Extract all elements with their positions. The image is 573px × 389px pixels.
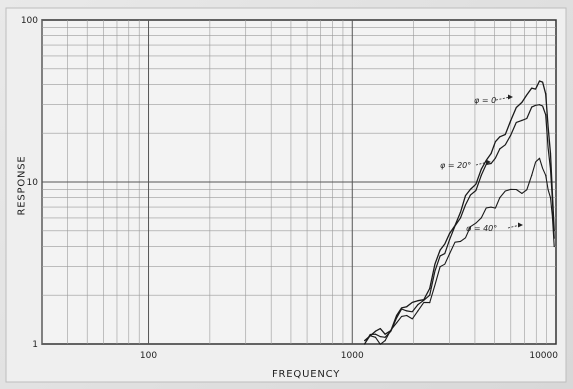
series-point xyxy=(538,80,541,82)
annotation-label: φ = 40° xyxy=(466,224,497,233)
x-tick-label: 10000 xyxy=(529,351,558,361)
series-point xyxy=(499,197,501,199)
series-point xyxy=(545,114,547,116)
series-point xyxy=(406,310,408,312)
series-point xyxy=(490,152,492,155)
series-point xyxy=(510,119,512,121)
annotation-label: φ = 20° xyxy=(440,161,471,170)
series-point xyxy=(396,317,398,319)
series-point xyxy=(549,152,552,155)
series-point xyxy=(480,217,482,219)
series-point xyxy=(429,287,431,290)
x-tick-labels: 100 1000 10000 xyxy=(140,351,558,361)
series-point xyxy=(521,192,523,194)
series-point xyxy=(459,240,462,242)
series-point xyxy=(538,104,541,106)
series-point xyxy=(384,340,386,342)
series-point xyxy=(469,226,471,228)
series-point xyxy=(374,330,377,332)
series-point xyxy=(469,194,471,196)
series-point xyxy=(510,134,512,136)
annotation-arrowhead xyxy=(486,159,491,165)
y-tick-labels: 1 10 100 xyxy=(21,16,38,350)
series-point xyxy=(439,255,441,257)
series-point xyxy=(490,162,492,165)
series-point xyxy=(531,106,533,108)
series-point xyxy=(448,253,451,255)
series-point xyxy=(521,101,523,103)
series-point xyxy=(538,157,541,159)
series-point xyxy=(406,314,408,317)
series-point xyxy=(521,119,523,121)
series-point xyxy=(429,302,431,304)
series-point xyxy=(374,333,377,335)
series-point xyxy=(439,249,441,251)
series-point xyxy=(480,168,482,170)
series-point xyxy=(448,239,451,241)
annotations: φ = 0 φ = 20° φ = 40° xyxy=(440,94,523,233)
series-point xyxy=(510,188,512,190)
x-axis-label: FREQUENCY xyxy=(272,369,341,380)
series-point xyxy=(396,314,398,317)
series-point xyxy=(396,322,398,324)
y-axis-label: RESPONSE xyxy=(16,155,28,216)
series-point xyxy=(406,306,408,308)
series-point xyxy=(364,343,366,345)
series-point xyxy=(417,300,419,302)
y-tick-label: 100 xyxy=(21,16,38,26)
series-point xyxy=(459,217,462,219)
series-point xyxy=(553,245,555,248)
series-lines xyxy=(364,80,555,345)
series-point xyxy=(448,233,451,235)
series-point xyxy=(549,197,552,199)
series-point xyxy=(439,266,441,268)
series-point xyxy=(429,294,431,296)
series-point xyxy=(531,174,533,176)
series-point xyxy=(545,93,547,95)
grid-major xyxy=(42,20,556,344)
series-point xyxy=(417,310,419,312)
x-tick-label: 1000 xyxy=(341,351,364,361)
series-point xyxy=(499,148,501,150)
series-point xyxy=(384,336,386,338)
annotation-leader xyxy=(495,96,511,101)
series-point xyxy=(545,174,547,176)
series-point xyxy=(384,333,386,335)
series-point xyxy=(459,211,462,213)
series-point xyxy=(549,168,552,170)
series-point xyxy=(480,174,482,176)
series-point xyxy=(417,304,419,306)
series-point xyxy=(364,340,366,342)
y-tick-label: 10 xyxy=(27,178,39,188)
series-point xyxy=(490,206,492,208)
series-point xyxy=(374,336,377,338)
series-point xyxy=(499,136,501,138)
annotation-arrowhead xyxy=(518,222,523,228)
x-tick-label: 100 xyxy=(140,351,157,361)
annotation-label: φ = 0 xyxy=(474,96,496,105)
y-tick-label: 1 xyxy=(32,340,38,350)
annotation-arrowhead xyxy=(508,94,513,100)
series-point xyxy=(531,87,533,89)
series-point xyxy=(469,188,471,190)
